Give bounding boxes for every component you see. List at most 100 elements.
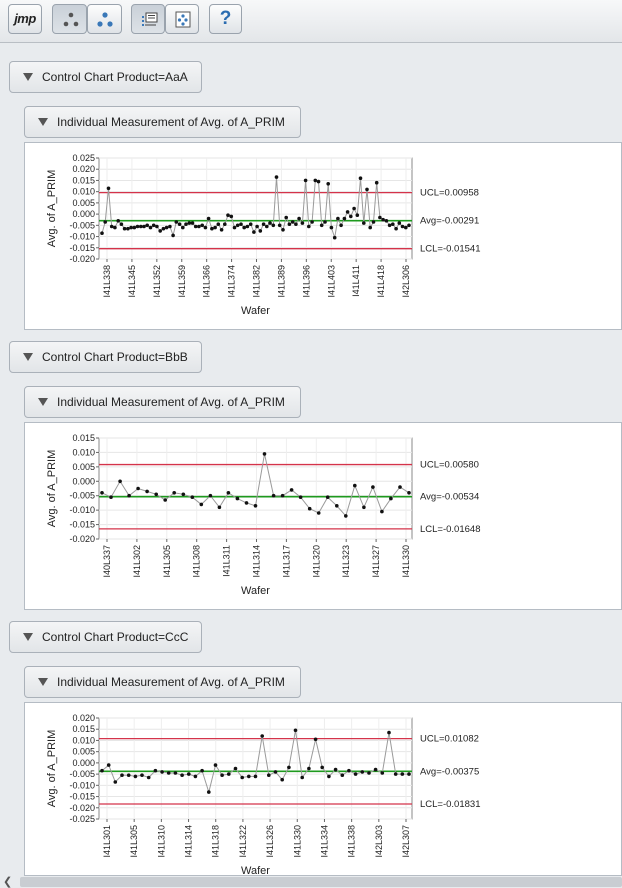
data-point: [229, 214, 234, 219]
x-tick-label: I41L317: [281, 545, 291, 578]
x-tick-label: I42L306: [401, 265, 411, 298]
x-tick-label: I41L318: [211, 825, 221, 858]
data-point: [307, 506, 312, 511]
x-tick-label: I41L305: [129, 825, 139, 858]
avg-label: Avg=-0.00375: [420, 766, 479, 777]
data-point: [213, 763, 218, 767]
data-point: [140, 773, 144, 777]
data-point: [239, 222, 243, 226]
data-point: [154, 492, 158, 497]
data-point: [197, 224, 201, 229]
horizontal-scrollbar[interactable]: ❮: [0, 876, 622, 888]
data-point: [300, 775, 305, 780]
data-point: [235, 223, 240, 228]
data-point: [298, 495, 303, 499]
data-point: [327, 774, 331, 779]
data-point: [136, 486, 140, 491]
data-point: [360, 770, 365, 774]
data-point: [389, 496, 393, 501]
data-point: [339, 223, 343, 228]
report-list-icon: [142, 12, 158, 26]
data-point: [145, 223, 149, 228]
data-point: [120, 773, 124, 777]
data-point: [187, 772, 191, 776]
data-point: [258, 229, 263, 233]
data-point: [148, 225, 153, 230]
data-point: [164, 225, 169, 230]
data-point: [358, 176, 363, 180]
data-point: [368, 225, 373, 230]
data-point: [367, 771, 371, 775]
y-tick-label: 0.015: [72, 433, 95, 443]
data-point: [184, 222, 188, 226]
data-point: [271, 223, 276, 228]
data-point: [319, 223, 324, 228]
scroll-left-icon[interactable]: ❮: [3, 876, 13, 888]
data-point: [365, 187, 369, 192]
disclosure-triangle-icon[interactable]: [38, 677, 48, 686]
data-point: [362, 505, 366, 510]
data-point: [336, 216, 340, 221]
data-point: [352, 206, 356, 211]
data-point: [329, 225, 334, 230]
data-point: [106, 763, 111, 767]
data-point: [387, 730, 391, 735]
data-point: [126, 773, 131, 777]
data-point: [193, 224, 198, 229]
disclosure-triangle-icon[interactable]: [38, 397, 48, 406]
data-point: [307, 224, 311, 229]
x-tick-label: I41L382: [252, 265, 262, 298]
data-point: [155, 224, 159, 229]
data-point: [109, 224, 114, 229]
jmp-home-button[interactable]: jmp: [8, 4, 42, 34]
x-tick-label: I41L330: [292, 825, 302, 858]
show-report-button[interactable]: [131, 4, 165, 34]
x-axis-label: Wafer: [241, 305, 270, 317]
ucl-label: UCL=0.00580: [420, 460, 479, 471]
disclosure-triangle-icon[interactable]: [23, 72, 33, 81]
data-point: [242, 225, 246, 230]
x-tick-label: I41L326: [265, 825, 275, 858]
avg-label: Avg=-0.00291: [420, 216, 479, 227]
data-point: [335, 504, 339, 508]
triple-dots-button[interactable]: [87, 4, 122, 34]
data-point: [345, 210, 350, 214]
data-point: [142, 224, 146, 229]
disclosure-triangle-icon[interactable]: [23, 352, 33, 361]
section-header-aaa[interactable]: Control Chart Product=AaA: [9, 61, 202, 93]
x-tick-label: I41L338: [347, 825, 357, 858]
data-point: [281, 228, 285, 232]
chart-header-aaa[interactable]: Individual Measurement of Avg. of A_PRIM: [24, 106, 301, 138]
x-axis-label: Wafer: [241, 865, 270, 877]
data-point: [267, 773, 271, 777]
avg-label: Avg=-0.00534: [420, 492, 479, 503]
section-header-ccc[interactable]: Control Chart Product=CcC: [9, 621, 202, 653]
data-point: [362, 221, 366, 225]
y-tick-label: 0.015: [72, 175, 95, 185]
x-tick-label: I41L366: [202, 265, 212, 298]
chart-header-bbb[interactable]: Individual Measurement of Avg. of A_PRIM: [24, 386, 301, 418]
section-header-bbb[interactable]: Control Chart Product=BbB: [9, 341, 202, 373]
y-axis-label: Avg. of A_PRIM: [46, 170, 58, 247]
data-table-button[interactable]: [165, 4, 199, 34]
data-point: [253, 774, 258, 779]
chart-header-ccc[interactable]: Individual Measurement of Avg. of A_PRIM: [24, 666, 301, 698]
x-tick-label: I41L320: [311, 545, 321, 578]
data-point: [265, 224, 269, 229]
help-button[interactable]: ?: [209, 4, 242, 34]
y-tick-label: -0.005: [69, 220, 95, 230]
data-point: [200, 768, 204, 773]
lcl-label: LCL=-0.01541: [420, 244, 480, 255]
x-tick-label: I41L308: [192, 545, 202, 578]
data-point: [171, 233, 175, 238]
scatter-dots-icon: [63, 12, 79, 27]
data-point: [353, 483, 357, 488]
section-header-label: Control Chart Product=AaA: [42, 70, 188, 84]
disclosure-triangle-icon[interactable]: [23, 632, 33, 641]
data-point: [190, 495, 195, 499]
data-point: [247, 774, 251, 779]
data-point: [307, 766, 311, 771]
scroll-thumb[interactable]: [20, 877, 622, 887]
arrange-windows-button[interactable]: [52, 4, 87, 34]
disclosure-triangle-icon[interactable]: [38, 117, 48, 126]
